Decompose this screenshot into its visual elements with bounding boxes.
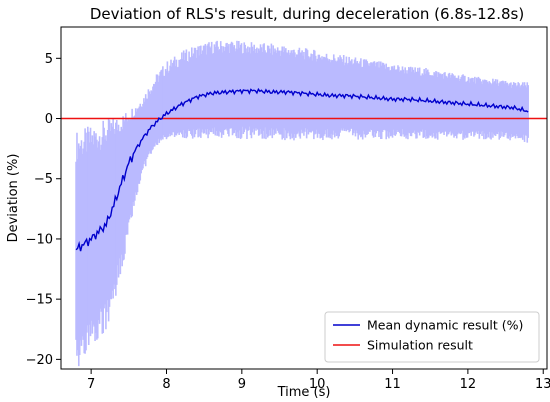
x-tick-label: 9 [238, 377, 246, 392]
mean-dynamic-result-line [75, 87, 529, 252]
y-axis: −20 −15 −10 −5 0 5 [26, 52, 61, 368]
y-tick-label: −15 [26, 293, 53, 308]
x-axis-label: Time (s) [277, 385, 331, 400]
y-axis-label: Deviation (%) [6, 154, 21, 243]
x-tick-label: 10 [309, 377, 326, 392]
x-tick-label: 11 [384, 377, 401, 392]
y-tick-label: 0 [45, 112, 53, 127]
y-tick-label: −10 [26, 232, 53, 247]
y-tick-label: −20 [26, 353, 53, 368]
legend: Mean dynamic result (%) Simulation resul… [324, 311, 540, 363]
x-axis: 7 8 9 10 11 12 13 [87, 369, 550, 392]
x-tick-label: 13 [535, 377, 550, 392]
plot-frame [60, 26, 548, 370]
chart-title: Deviation of RLS's result, during decele… [90, 5, 524, 23]
y-tick-label: 5 [45, 52, 53, 67]
y-tick-label: −5 [34, 172, 53, 187]
plot-area [61, 40, 547, 367]
x-tick-label: 7 [87, 377, 95, 392]
x-tick-label: 8 [162, 377, 170, 392]
legend-label-mean: Mean dynamic result (%) [367, 318, 523, 333]
legend-box [324, 311, 540, 363]
x-tick-label: 12 [460, 377, 477, 392]
legend-label-simulation: Simulation result [367, 338, 473, 353]
